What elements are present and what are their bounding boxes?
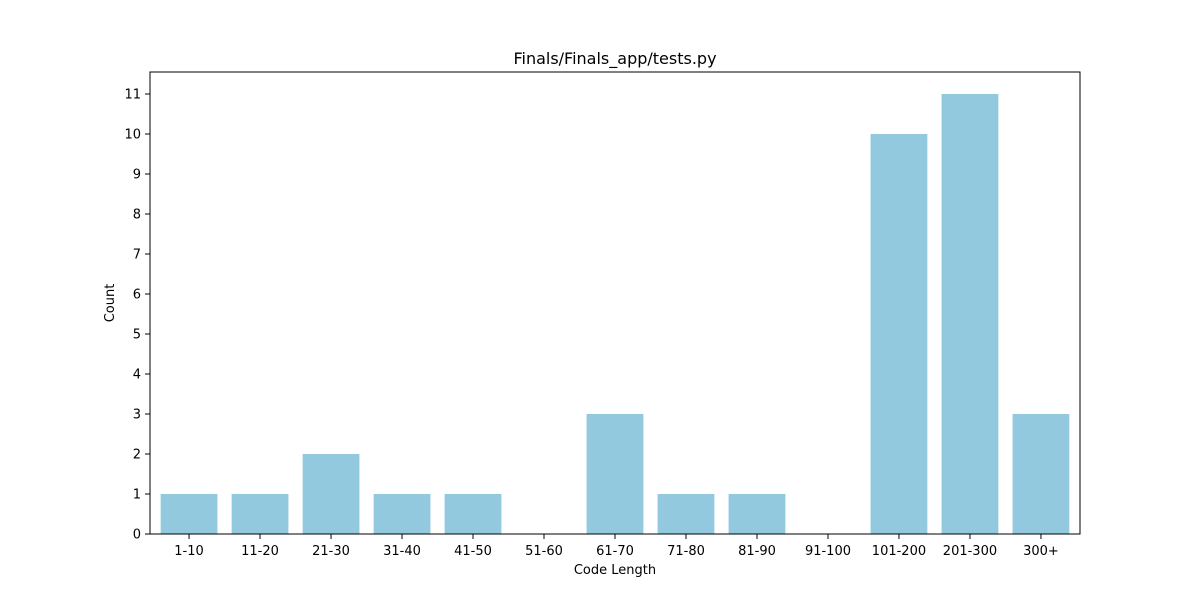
x-tick-label: 41-50 bbox=[454, 544, 492, 559]
bars-group bbox=[160, 94, 1070, 534]
x-tick-label: 101-200 bbox=[872, 544, 926, 559]
x-tick-label: 81-90 bbox=[738, 544, 776, 559]
bar-201-300 bbox=[941, 94, 999, 534]
y-axis: 0 1 2 3 4 5 6 7 8 9 10 11 bbox=[124, 88, 150, 543]
y-tick-label: 7 bbox=[133, 248, 141, 263]
y-tick-label: 11 bbox=[124, 88, 141, 103]
bar-101-200 bbox=[870, 134, 928, 534]
x-tick-label: 300+ bbox=[1023, 544, 1059, 559]
x-tick-label: 21-30 bbox=[312, 544, 350, 559]
x-tick-label: 91-100 bbox=[805, 544, 851, 559]
y-tick-label: 4 bbox=[133, 368, 141, 383]
bar-31-40 bbox=[373, 494, 431, 534]
y-tick-label: 2 bbox=[133, 448, 141, 463]
x-tick-label: 31-40 bbox=[383, 544, 421, 559]
bar-81-90 bbox=[728, 494, 786, 534]
bar-1-10 bbox=[160, 494, 218, 534]
y-tick-label: 0 bbox=[133, 528, 141, 543]
bar-41-50 bbox=[444, 494, 502, 534]
x-axis: 1-10 11-20 21-30 31-40 41-50 51-60 61-70 71-80 8… bbox=[174, 534, 1059, 559]
x-tick-label: 61-70 bbox=[596, 544, 634, 559]
bar-71-80 bbox=[657, 494, 715, 534]
x-axis-label: Code Length bbox=[574, 563, 656, 578]
bar-300+ bbox=[1012, 414, 1070, 534]
bar-21-30 bbox=[302, 454, 360, 534]
y-tick-label: 10 bbox=[124, 128, 141, 143]
plot-frame bbox=[149, 71, 1081, 535]
y-tick-label: 1 bbox=[133, 488, 141, 503]
x-tick-label: 11-20 bbox=[241, 544, 279, 559]
y-tick-label: 9 bbox=[133, 168, 141, 183]
x-tick-label: 51-60 bbox=[525, 544, 563, 559]
bar-61-70 bbox=[586, 414, 644, 534]
y-tick-label: 3 bbox=[133, 408, 141, 423]
x-tick-label: 71-80 bbox=[667, 544, 705, 559]
x-tick-label: 201-300 bbox=[943, 544, 997, 559]
chart-title: Finals/Finals_app/tests.py bbox=[513, 49, 716, 69]
bar-11-20 bbox=[231, 494, 289, 534]
y-tick-label: 5 bbox=[133, 328, 141, 343]
y-tick-label: 6 bbox=[133, 288, 141, 303]
y-axis-label: Count bbox=[103, 284, 118, 323]
x-tick-label: 1-10 bbox=[174, 544, 204, 559]
y-tick-label: 8 bbox=[133, 208, 141, 223]
